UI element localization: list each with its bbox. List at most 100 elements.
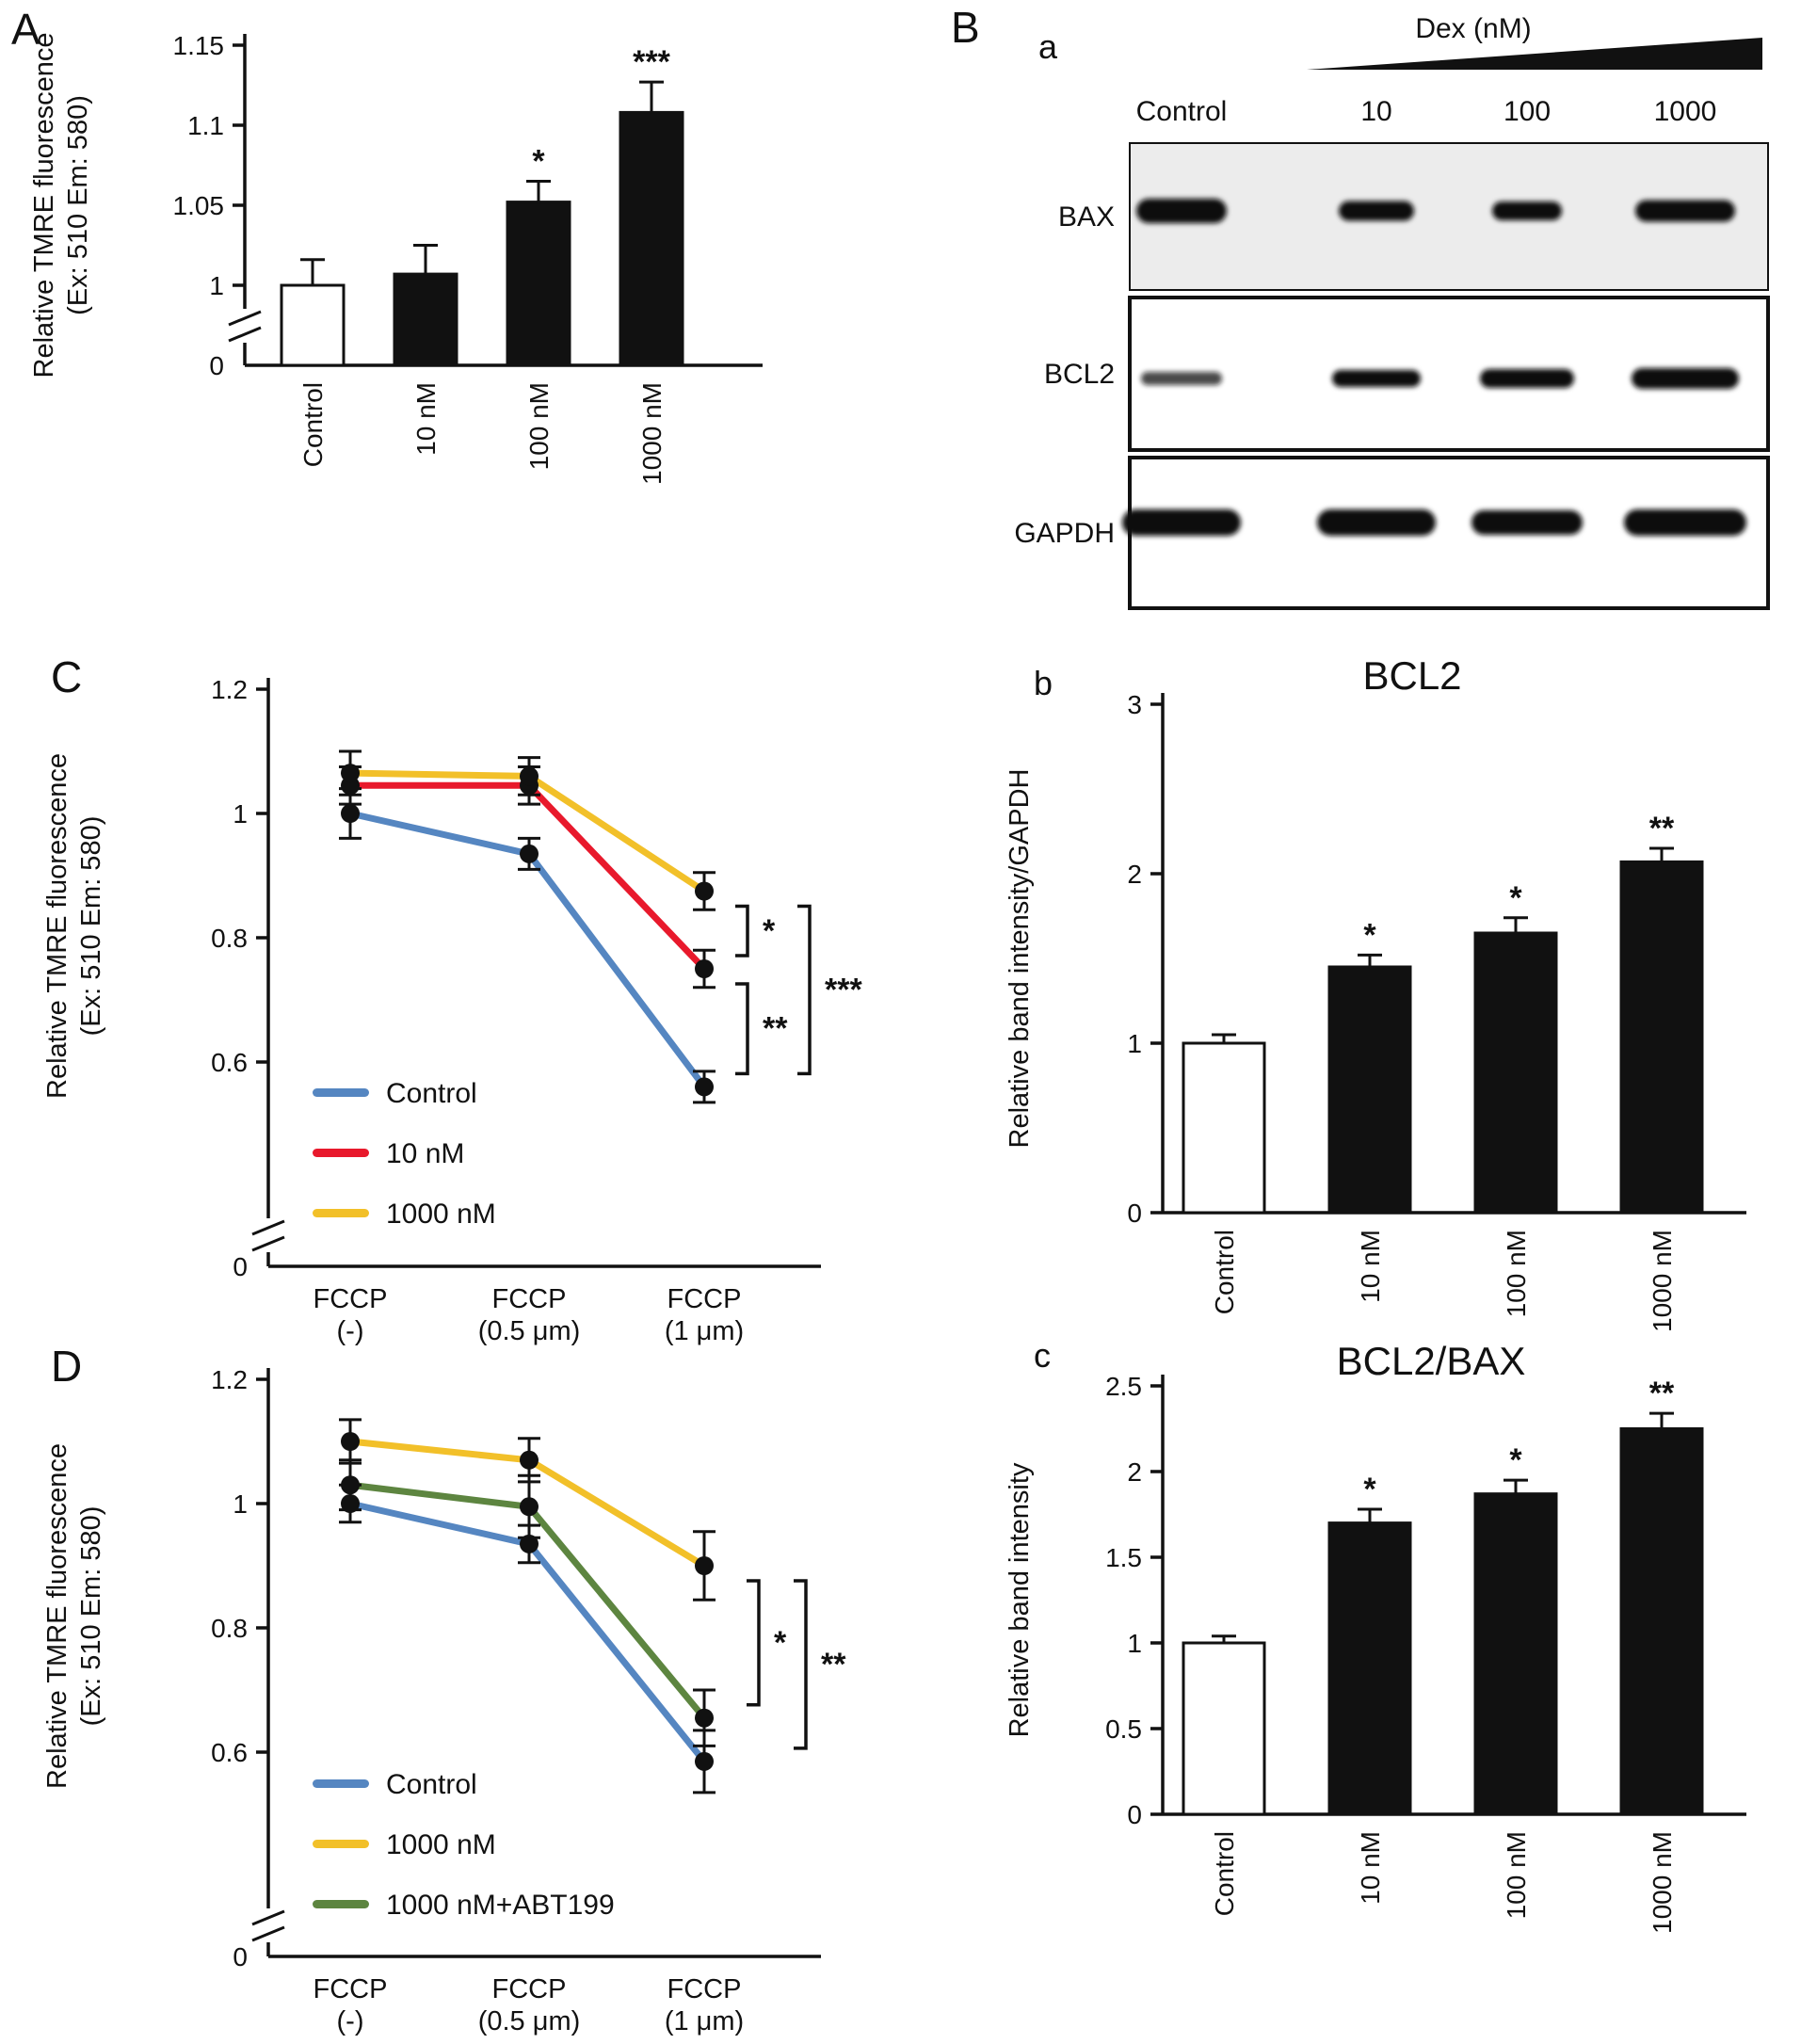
data-point	[520, 1497, 539, 1517]
protein-band	[1141, 372, 1222, 385]
axis-break-slash	[228, 310, 262, 327]
y-tick-label: 0.5	[1105, 1714, 1142, 1744]
data-point	[695, 1556, 714, 1575]
bar	[619, 110, 684, 367]
significance-label: *	[1509, 1442, 1522, 1478]
panel-a-letter: A	[11, 5, 40, 54]
x-tick-label: Control	[1210, 1230, 1239, 1314]
x-tick-label: Control	[298, 382, 328, 467]
panel-b-bar-bcl2: b BCL2 0 1 2 3 Control * 10 nM * 100 nM ** 1000 nM R…	[941, 650, 1801, 1342]
bcl2-bar-chart: BCL2 0 1 2 3 Control * 10 nM * 100 nM ** 1000 nM Rel…	[1005, 653, 1746, 1332]
y-axis-title: (Ex: 510 Em: 580)	[76, 1506, 106, 1727]
legend-label: 10 nM	[386, 1138, 464, 1169]
chart-title: BCL2	[1362, 653, 1461, 698]
y-tick-label: 1	[233, 799, 248, 829]
x-tick-label: FCCP	[492, 1284, 567, 1314]
x-tick-label: FCCP	[314, 1284, 388, 1314]
x-tick-label: (-)	[337, 2006, 364, 2036]
bar	[1619, 1427, 1704, 1816]
significance-bracket	[747, 1579, 761, 1707]
legend-label: Control	[386, 1078, 477, 1109]
significance-label: ***	[633, 44, 670, 80]
y-axis-title: (Ex: 510 Em: 580)	[76, 816, 106, 1037]
protein-band	[1332, 370, 1421, 387]
data-point	[341, 764, 360, 783]
dose-gradient-wedge	[1307, 38, 1762, 70]
y-axis-title: Relative TMRE fluorescence	[29, 33, 59, 378]
y-tick-label: 1	[233, 1489, 248, 1519]
data-point	[695, 1751, 714, 1771]
data-point	[695, 959, 714, 978]
significance-label: **	[763, 1011, 788, 1047]
legend-swatch	[313, 1779, 369, 1788]
tmre-bar-chart: 1 1.05 1.1 1.15 0 Control 10 nM * 100 nM *** 1000 …	[29, 31, 763, 485]
x-tick-label: FCCP	[667, 1284, 742, 1314]
data-point	[520, 766, 539, 786]
panel-b-bar-bcl2-bax: c BCL2/BAX 0 0.5 1 1.5 2 2.5 Control * 10 nM * 100 …	[941, 1337, 1801, 2044]
protein-band	[1492, 201, 1562, 220]
chart-title: BCL2/BAX	[1337, 1339, 1526, 1383]
protein-band	[1635, 200, 1735, 222]
bar	[1619, 860, 1704, 1215]
y-tick-label: 1.2	[211, 1365, 248, 1394]
significance-bracket	[794, 1579, 808, 1750]
significance-bracket	[735, 982, 749, 1076]
significance-label: **	[1649, 811, 1675, 846]
panel-c-letter: C	[51, 652, 83, 701]
panel-b-blots: B a Dex (nM) Control 10 100 1000 BAX BCL2 GAPDH	[941, 6, 1801, 640]
bar	[1182, 1641, 1266, 1816]
x-tick-label: 10 nM	[1356, 1230, 1385, 1303]
y-tick-label: 1	[1127, 1629, 1142, 1658]
x-tick-label: 100 nM	[1502, 1831, 1531, 1919]
series-line	[346, 781, 708, 973]
significance-label: *	[774, 1625, 787, 1661]
x-tick-label: FCCP	[667, 1974, 742, 2004]
y-axis-title: Relative TMRE fluorescence	[42, 1443, 72, 1789]
data-point	[520, 1450, 539, 1470]
significance-label: **	[1649, 1376, 1675, 1411]
panel-b-sub-letter-c: c	[1034, 1336, 1051, 1375]
protein-band	[1471, 510, 1583, 535]
bar	[1473, 1492, 1558, 1816]
lane-label: 1000	[1654, 96, 1717, 127]
y-tick-label: 1	[1127, 1029, 1142, 1058]
protein-band	[1122, 509, 1241, 536]
panel-d-letter: D	[51, 1342, 83, 1391]
panel-d: D 0.6 0.8 1 1.2 0 FCCP (-) FCCP (0.5 μm) FCCP (1 μ…	[9, 1337, 913, 2044]
x-tick-label: 1000 nM	[1648, 1831, 1677, 1934]
x-tick-label: 1000 nM	[637, 382, 667, 485]
lane-label: 100	[1504, 96, 1551, 127]
y-tick-label: 2.5	[1105, 1372, 1142, 1401]
significance-bracket	[735, 904, 749, 958]
axis-break-slash	[251, 1219, 285, 1236]
y-tick-label: 0	[1127, 1800, 1142, 1829]
y-tick-label: 1.2	[211, 675, 248, 704]
y-tick-label: 2	[1127, 1457, 1142, 1487]
legend-label: 1000 nM	[386, 1829, 496, 1860]
x-tick-label: FCCP	[492, 1974, 567, 2004]
x-tick-label: FCCP	[314, 1974, 388, 2004]
axis-break-slash	[228, 326, 262, 343]
legend-label: 1000 nM+ABT199	[386, 1890, 615, 1921]
significance-label: ***	[825, 972, 862, 1007]
dex-dose-label: Dex (nM)	[1415, 13, 1531, 44]
panel-a: A 1 1.05 1.1 1.15 0 Control 10 nM * 100 nM *** 100…	[9, 5, 857, 617]
bar	[1327, 1521, 1412, 1816]
y-axis-title: Relative band intensity	[1005, 1462, 1035, 1737]
data-point	[695, 1077, 714, 1097]
y-tick-label: 0.6	[211, 1738, 248, 1767]
data-point	[520, 844, 539, 863]
data-point	[695, 881, 714, 901]
y-tick-label: 1	[209, 271, 224, 300]
x-tick-label: (1 μm)	[665, 2006, 744, 2036]
significance-label: *	[532, 144, 545, 180]
significance-label: *	[1363, 1472, 1376, 1507]
x-tick-label: Control	[1210, 1831, 1239, 1916]
protein-label: GAPDH	[1014, 518, 1115, 549]
y-tick-label: 3	[1127, 690, 1142, 719]
significance-bracket	[797, 904, 812, 1076]
y-tick-label: 1.05	[173, 191, 225, 220]
bar	[506, 201, 571, 367]
